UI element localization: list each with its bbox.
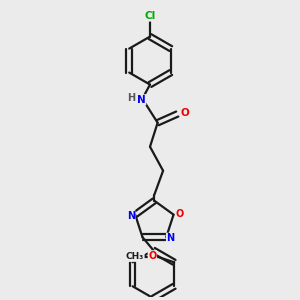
Text: O: O bbox=[176, 208, 184, 219]
Text: O: O bbox=[148, 251, 157, 261]
Text: H: H bbox=[128, 93, 136, 103]
Text: N: N bbox=[127, 211, 135, 221]
Text: CH₃: CH₃ bbox=[126, 252, 144, 261]
Text: N: N bbox=[167, 233, 175, 243]
Text: N: N bbox=[137, 95, 146, 105]
Text: O: O bbox=[181, 108, 189, 118]
Text: Cl: Cl bbox=[144, 11, 156, 21]
